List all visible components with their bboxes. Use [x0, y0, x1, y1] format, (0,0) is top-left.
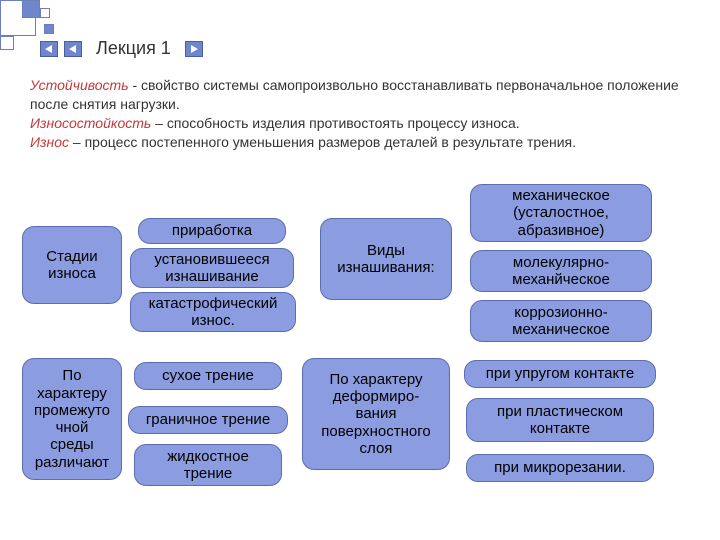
concept-box-stage2: установившееся изнашивание — [130, 248, 294, 288]
concept-box-stage1: приработка — [138, 218, 286, 244]
decor-square — [44, 24, 54, 34]
definition-line: Устойчивость - свойство системы самопрои… — [30, 76, 700, 114]
concept-box-deform2: при пластическом контакте — [466, 398, 654, 442]
concept-box-medium_header: По характеру промежуто чной среды различ… — [22, 358, 122, 480]
concept-box-type1: механическое (усталостное, абразивное) — [470, 184, 652, 242]
concept-box-type2: молекулярно- механйческое — [470, 250, 652, 292]
concept-box-medium3: жидкостное трение — [134, 444, 282, 486]
header: Лекция 1 — [40, 38, 203, 59]
concept-box-stages_header: Стадии износа — [22, 226, 122, 304]
triangle-left-icon — [44, 44, 54, 54]
decor-square — [40, 8, 50, 18]
concept-box-stage3: катастрофический износ. — [130, 292, 296, 332]
decor-square — [22, 0, 40, 18]
definition-line: Износ – процесс постепенного уменьшения … — [30, 133, 700, 152]
definition-line: Износостойкость – способность изделия пр… — [30, 114, 700, 133]
definition-text: – процесс постепенного уменьшения размер… — [69, 134, 576, 150]
triangle-right-icon — [189, 44, 199, 54]
page-title: Лекция 1 — [96, 38, 171, 59]
definitions-block: Устойчивость - свойство системы самопрои… — [30, 76, 700, 152]
concept-box-medium2: граничное трение — [128, 406, 288, 434]
concept-box-medium1: сухое трение — [134, 362, 282, 390]
nav-prev-button[interactable] — [40, 41, 58, 57]
nav-next-button[interactable] — [185, 41, 203, 57]
concept-box-deform3: при микрорезании. — [466, 454, 654, 482]
decor-square — [0, 36, 14, 50]
definition-term: Износостойкость — [30, 115, 151, 131]
nav-prev-button-2[interactable] — [64, 41, 82, 57]
definition-text: – способность изделия противостоять проц… — [151, 115, 519, 131]
triangle-left-icon — [68, 44, 78, 54]
definition-term: Износ — [30, 134, 69, 150]
concept-box-deform_header: По характеру деформиро- вания поверхност… — [302, 358, 450, 470]
concept-box-type3: коррозионно- механическое — [470, 300, 652, 342]
definition-term: Устойчивость — [30, 77, 129, 93]
concept-box-deform1: при упругом контакте — [464, 360, 656, 388]
concept-box-types_header: Виды изнашивания: — [320, 218, 452, 300]
